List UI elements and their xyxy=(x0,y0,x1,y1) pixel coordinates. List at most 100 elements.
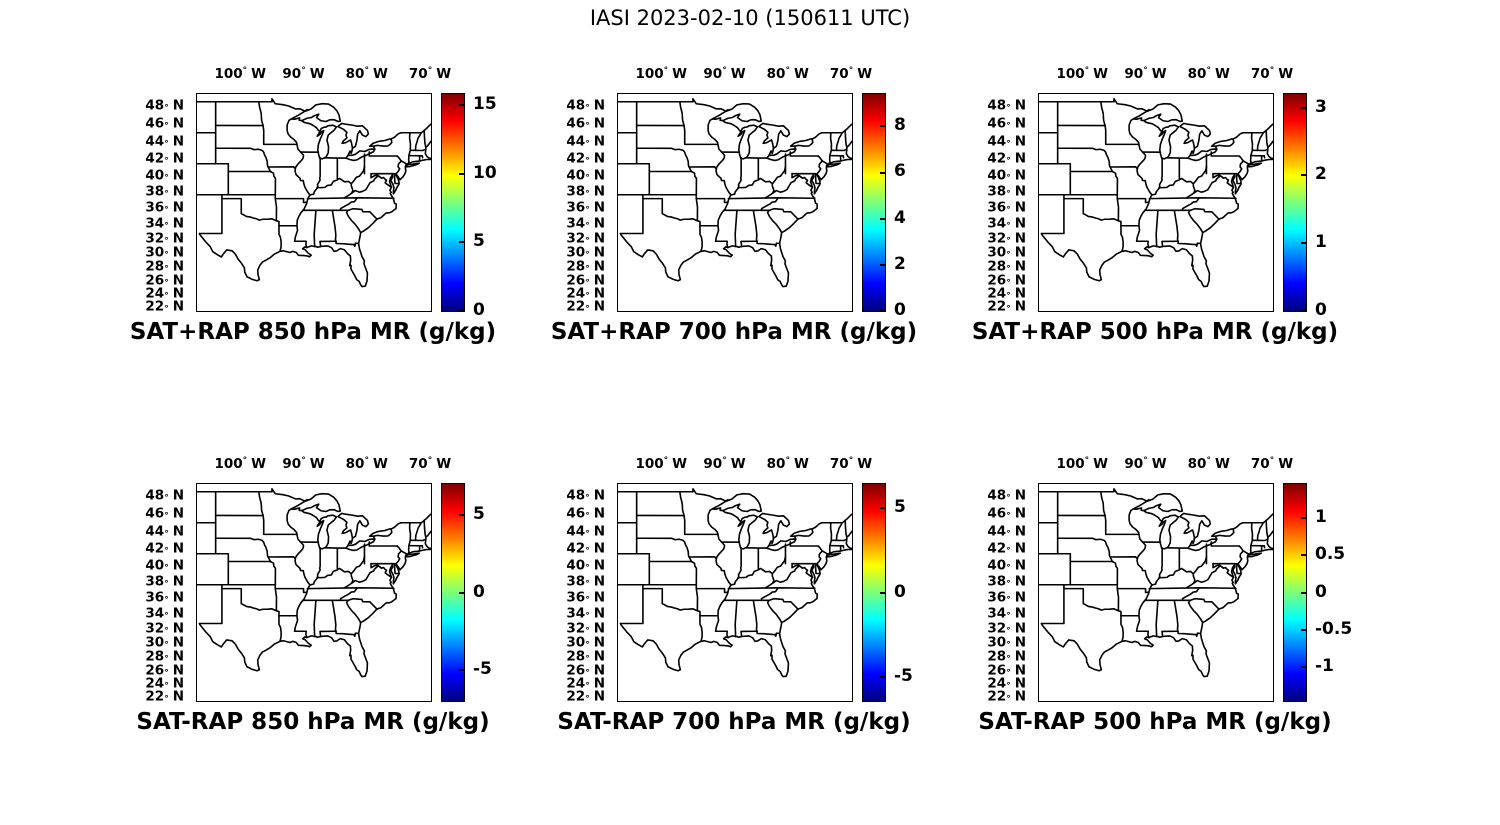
lat-tick-label: 30° N xyxy=(566,634,605,651)
lat-tick-label: 24° N xyxy=(145,285,184,302)
lat-tick-label: 44° N xyxy=(145,133,184,150)
colorbar-tick xyxy=(459,669,464,671)
lat-tick-label: 22° N xyxy=(566,688,605,705)
lat-tick-label: 48° N xyxy=(145,97,184,114)
lat-tick-label: 30° N xyxy=(145,634,184,651)
colorbar-tick-label: 6 xyxy=(894,161,906,182)
us-state-outline-map xyxy=(1039,488,1273,678)
colorbar-tick xyxy=(880,125,885,128)
lat-tick-label: 34° N xyxy=(987,215,1026,232)
lat-tick-label: 36° N xyxy=(145,199,184,216)
colorbar-tick xyxy=(1301,516,1306,519)
lat-tick-label: 48° N xyxy=(987,487,1026,504)
lat-tick-label: 28° N xyxy=(987,258,1026,275)
lat-tick-label: 36° N xyxy=(145,589,184,606)
map-canvas xyxy=(1038,93,1274,312)
lat-tick-label: 48° N xyxy=(566,97,605,114)
lat-tick-label: 48° N xyxy=(987,97,1026,114)
lat-tick-label: 26° N xyxy=(987,272,1026,289)
colorbar-tick-label: 10 xyxy=(473,162,497,183)
colorbar xyxy=(441,93,465,312)
colorbar-gradient-jet xyxy=(863,484,885,701)
lat-tick-label: 28° N xyxy=(145,648,184,665)
lon-tick-label: 70° W xyxy=(829,456,873,472)
lon-tick-label: 100° W xyxy=(635,66,688,82)
lat-tick-label: 32° N xyxy=(566,620,605,637)
lat-tick-label: 36° N xyxy=(566,589,605,606)
colorbar-tick xyxy=(880,506,885,509)
us-state-outline-map xyxy=(618,488,852,678)
lat-tick-label: 22° N xyxy=(566,298,605,315)
map-panel-3: 100° W 90° W 80° W 70° W 48° N 46° N 44° N 42° N 40° N 38°… xyxy=(962,53,1382,365)
lat-tick-label: 38° N xyxy=(987,573,1026,590)
colorbar-tick-label: 0 xyxy=(473,300,485,320)
lon-tick-label: 90° W xyxy=(1124,66,1167,82)
lon-tick-label: 100° W xyxy=(1056,456,1109,472)
lat-tick-label: 48° N xyxy=(566,487,605,504)
colorbar-tick-label: 5 xyxy=(473,231,485,252)
colorbar xyxy=(1283,93,1307,312)
colorbar-tick-label: 8 xyxy=(894,115,906,136)
lon-tick-label: 70° W xyxy=(829,66,873,82)
colorbar-tick-label: 2 xyxy=(1315,164,1327,185)
colorbar-tick-label: -5 xyxy=(473,659,492,679)
colorbar-tick-label: 0 xyxy=(1315,300,1327,320)
colorbar-tick xyxy=(459,172,464,175)
map-panel-6: 100° W 90° W 80° W 70° W 48° N 46° N 44° N 42° N 40° N 38°… xyxy=(962,443,1382,755)
lat-tick-label: 24° N xyxy=(145,675,184,692)
colorbar-tick-label: -1 xyxy=(1315,656,1334,677)
map-canvas xyxy=(196,483,432,702)
lat-tick-label: 38° N xyxy=(566,183,605,200)
lat-tick-label: 46° N xyxy=(566,505,605,522)
lat-tick-label: 28° N xyxy=(145,258,184,275)
colorbar-tick-label: -5 xyxy=(894,666,913,687)
colorbar-tick xyxy=(1301,628,1306,631)
lon-tick-label: 80° W xyxy=(345,456,388,472)
lat-tick-label: 38° N xyxy=(145,573,184,590)
colorbar-tick xyxy=(459,514,464,516)
lat-tick-label: 22° N xyxy=(987,298,1026,315)
lat-tick-label: 22° N xyxy=(987,688,1026,705)
lat-tick-label: 26° N xyxy=(566,662,605,679)
lat-tick-label: 26° N xyxy=(566,272,605,289)
colorbar-tick xyxy=(1301,310,1306,312)
lat-tick-label: 38° N xyxy=(145,183,184,200)
lat-tick-label: 34° N xyxy=(145,215,184,232)
lat-tick-label: 28° N xyxy=(987,648,1026,665)
lon-tick-label: 70° W xyxy=(408,66,452,82)
lat-tick-label: 46° N xyxy=(145,115,184,132)
colorbar-tick xyxy=(1301,666,1306,669)
lat-tick-label: 32° N xyxy=(987,230,1026,247)
lon-tick-label: 90° W xyxy=(703,66,746,82)
lat-tick-label: 42° N xyxy=(566,540,605,557)
colorbar-tick-label: 0 xyxy=(1315,581,1327,602)
lat-tick-label: 48° N xyxy=(145,487,184,504)
us-state-outline-map xyxy=(1039,98,1273,288)
lat-tick-label: 24° N xyxy=(566,285,605,302)
lat-tick-label: 36° N xyxy=(566,199,605,216)
lat-tick-label: 32° N xyxy=(987,620,1026,637)
lat-tick-label: 42° N xyxy=(145,540,184,557)
colorbar-tick xyxy=(880,591,885,594)
lat-tick-label: 46° N xyxy=(987,505,1026,522)
figure-title: IASI 2023-02-10 (150611 UTC) xyxy=(589,6,911,30)
lat-tick-label: 40° N xyxy=(145,557,184,574)
lat-tick-label: 26° N xyxy=(145,662,184,679)
lon-tick-label: 90° W xyxy=(703,456,746,472)
colorbar-tick-label: 3 xyxy=(1315,96,1327,117)
lat-tick-label: 42° N xyxy=(145,150,184,167)
colorbar-tick-label: 0 xyxy=(473,581,485,602)
lat-tick-label: 36° N xyxy=(987,589,1026,606)
panel-title: SAT-RAP 500 hPa MR (g/kg) xyxy=(978,709,1332,735)
colorbar-tick-label: 5 xyxy=(894,496,906,517)
panel-title: SAT-RAP 850 hPa MR (g/kg) xyxy=(136,709,490,735)
colorbar-tick xyxy=(1301,242,1306,245)
lat-tick-label: 40° N xyxy=(145,167,184,184)
map-panel-1: 100° W 90° W 80° W 70° W 48° N 46° N 44° N 42° N 40° N 38°… xyxy=(120,53,540,365)
lon-tick-label: 70° W xyxy=(1250,66,1294,82)
map-canvas xyxy=(617,93,853,312)
lat-tick-label: 24° N xyxy=(987,285,1026,302)
lat-tick-label: 26° N xyxy=(987,662,1026,679)
lat-tick-label: 46° N xyxy=(987,115,1026,132)
lat-tick-label: 42° N xyxy=(987,540,1026,557)
